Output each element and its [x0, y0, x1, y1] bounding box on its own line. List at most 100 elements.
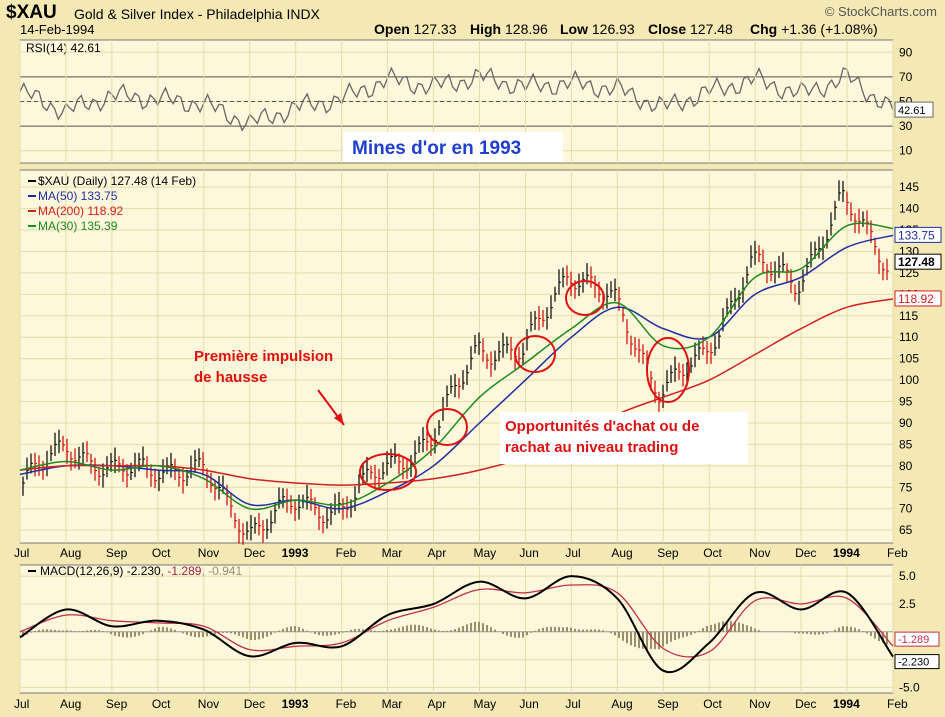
annotation-impulse-line2: de hausse: [194, 369, 267, 386]
macd-x-tick-label: Jul: [14, 697, 29, 711]
rsi-line: [19, 66, 894, 132]
rsi-last-value: 42.61: [898, 105, 926, 117]
opportunity-circle: [426, 408, 468, 446]
price-panel: [19, 169, 894, 544]
price-tick-label: 140: [899, 202, 919, 216]
rsi-legend: RSI(14) 42.61: [26, 41, 101, 55]
macd-legend: MACD(12,26,9) -2.230, -1.289, -0.941: [40, 564, 242, 578]
macd-tick-label: 5.0: [899, 569, 916, 583]
macd-line: [19, 575, 894, 674]
price-tick-label: 95: [899, 395, 913, 409]
chart-date: 14-Feb-1994: [20, 22, 95, 37]
macd-x-tick-label: Jun: [519, 697, 538, 711]
open-value: 127.33: [413, 21, 457, 37]
chart-header: $XAU Gold & Silver Index - Philadelphia …: [0, 0, 945, 38]
price-last-value-box: [894, 290, 942, 307]
price-tick-label: 105: [899, 352, 919, 366]
chg-label: Chg: [750, 21, 778, 37]
price-last-value: 133.75: [898, 228, 935, 242]
macd-x-tick-label: Jul: [565, 697, 580, 711]
open-label: Open: [374, 21, 410, 37]
impulse-arrowhead: [334, 413, 344, 425]
price-x-tick-label: 1994: [833, 546, 860, 560]
macd-x-tick-label: Nov: [198, 697, 219, 711]
price-last-value: 118.92: [898, 292, 934, 306]
macd-x-tick-label: Aug: [611, 697, 632, 711]
price-tick-label: 90: [899, 416, 913, 430]
symbol: $XAU: [6, 2, 57, 23]
macd-last-value-box: [894, 654, 940, 670]
macd-panel: [19, 564, 894, 694]
annotation-opportunity-line2: rachat au niveau trading: [505, 439, 678, 456]
price-tick-label: 85: [899, 437, 913, 451]
price-x-tick-label: Apr: [428, 546, 447, 560]
macd-x-tick-label: Dec: [244, 697, 265, 711]
high-quote: High 128.96: [470, 21, 548, 37]
macd-x-tick-label: Dec: [795, 697, 816, 711]
open-quote: Open 127.33: [374, 21, 457, 37]
price-x-tick-label: Jul: [14, 546, 29, 560]
low-quote: Low 126.93: [560, 21, 635, 37]
price-x-tick-label: Feb: [887, 546, 908, 560]
price-tick-label: 100: [899, 373, 919, 387]
source-credit: © StockCharts.com: [824, 4, 937, 19]
price-x-tick-label: Jul: [565, 546, 580, 560]
price-tick-label: 145: [899, 180, 919, 194]
price-x-tick-label: Sep: [657, 546, 679, 560]
macd-x-tick-label: Sep: [657, 697, 679, 711]
annotation-title: Mines d'or en 1993: [352, 138, 521, 159]
price-x-tick-label: May: [473, 546, 496, 560]
opportunity-circle: [646, 337, 690, 403]
price-x-tick-label: Jun: [519, 546, 538, 560]
rsi-last-value-box: [894, 101, 934, 118]
macd-legend-histogram: , -0.941: [201, 564, 242, 578]
price-tick-label: 65: [899, 523, 913, 537]
price-x-tick-label: Sep: [106, 546, 128, 560]
price-tick-label: 115: [899, 309, 918, 323]
macd-x-tick-label: Feb: [887, 697, 908, 711]
rsi-tick-label: 70: [899, 70, 913, 84]
index-name: Gold & Silver Index - Philadelphia INDX: [74, 6, 320, 22]
macd-legend-macd: MACD(12,26,9) -2.230: [40, 564, 161, 578]
macd-last-value: -1.289: [898, 634, 929, 646]
price-ma50-line: [19, 234, 894, 510]
macd-x-tick-label: Oct: [703, 697, 722, 711]
price-x-tick-label: Nov: [198, 546, 219, 560]
price-x-tick-label: Aug: [60, 546, 81, 560]
price-x-tick-label: Aug: [611, 546, 632, 560]
price-x-tick-label: Oct: [152, 546, 171, 560]
rsi-tick-label: 30: [899, 119, 913, 133]
macd-x-tick-label: Sep: [106, 697, 128, 711]
price-legend-entry: MA(30) 135.39: [38, 219, 118, 233]
opportunity-circle: [359, 453, 417, 491]
price-last-value-box: [894, 253, 942, 270]
price-tick-label: 70: [899, 502, 913, 516]
macd-signal-line: [19, 584, 894, 658]
macd-x-tick-label: May: [473, 697, 496, 711]
macd-x-tick-label: Apr: [428, 697, 447, 711]
opportunity-circle: [565, 280, 605, 316]
price-x-tick-label: Mar: [382, 546, 403, 560]
macd-x-tick-label: Aug: [60, 697, 81, 711]
price-x-tick-label: Oct: [703, 546, 722, 560]
low-value: 126.93: [591, 21, 635, 37]
macd-last-value-box: [894, 631, 940, 647]
high-label: High: [470, 21, 502, 37]
price-legend-entry: MA(50) 133.75: [38, 189, 118, 203]
annotation-impulse-line1: Première impulsion: [194, 348, 333, 365]
price-ma30-line: [19, 222, 894, 511]
price-x-tick-label: 1993: [282, 546, 309, 560]
macd-tick-label: 2.5: [899, 597, 916, 611]
price-legend-entry: $XAU (Daily) 127.48 (14 Feb): [38, 174, 196, 188]
close-value: 127.48: [690, 21, 733, 37]
price-last-value: 127.48: [898, 255, 935, 269]
change-quote: Chg +1.36 (+1.08%): [750, 21, 878, 37]
chg-value: +1.36 (+1.08%): [781, 21, 878, 37]
price-tick-label: 75: [899, 480, 913, 494]
macd-tick-label: -5.0: [899, 680, 920, 694]
macd-x-tick-label: Nov: [749, 697, 770, 711]
macd-x-tick-label: Feb: [336, 697, 357, 711]
price-x-tick-label: Feb: [336, 546, 357, 560]
price-last-value-box: [894, 226, 942, 243]
